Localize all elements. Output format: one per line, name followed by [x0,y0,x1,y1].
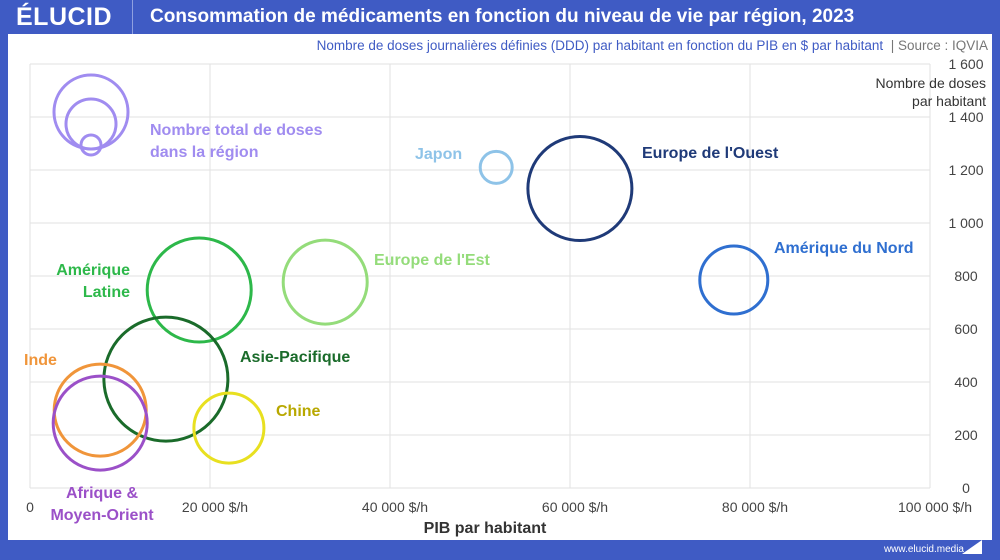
y-tick-label: 200 [954,427,978,443]
y-tick-label: 800 [954,268,978,284]
bubble-label: Europe de l'Est [374,252,491,269]
source-text: | Source : IQVIA [890,38,988,53]
bubble-label: Europe de l'Ouest [642,145,779,162]
bubble-afrique-moyen-orient [51,374,149,472]
bubble-label: Amérique du Nord [774,240,914,257]
legend-bubble-icon [64,97,118,151]
bubble-label: Afrique & [66,485,138,502]
y-tick-label: 1 600 [948,56,983,72]
x-axis-label: PIB par habitant [424,520,547,537]
bubble-label: Chine [276,403,321,420]
y-tick-label: 0 [962,480,970,496]
chart-panel [8,34,992,540]
y-tick-label: 400 [954,374,978,390]
bubble-am-rique-du-nord [698,244,770,316]
bubble-label: Inde [24,352,57,369]
header: ÉLUCID Consommation de médicaments en fo… [0,0,1000,34]
elucid-logo: ÉLUCID [16,3,113,31]
legend-bubble-icon [79,133,103,157]
subtitle-text: Nombre de doses journalières définies (D… [316,38,884,53]
x-tick-label: 100 000 $/h [898,499,972,515]
chart-title: Consommation de médicaments en fonction … [150,6,855,27]
y-tick-label: 1 000 [948,215,983,231]
x-tick-label: 40 000 $/h [362,499,428,515]
bubble-label: Latine [83,284,130,301]
bubble-label: Moyen-Orient [50,507,154,524]
y-tick-label: 600 [954,321,978,337]
bubble-europe-de-l-ouest [526,135,634,243]
y-tick-label: 1 400 [948,109,983,125]
bubble-label: Japon [415,146,462,163]
legend-label: dans la région [150,144,258,161]
bubble-label: Asie-Pacifique [240,349,350,366]
footer-url: www.elucid.media [883,544,964,555]
bubble-europe-de-l-est [281,238,369,326]
y-axis-label: Nombre de doses [875,75,986,91]
bubble-inde [52,362,148,458]
bubble-am-rique-latine [145,236,253,344]
y-axis-label: par habitant [912,93,986,109]
x-tick-label: 80 000 $/h [722,499,788,515]
bubble-asie-pacifique [102,315,230,443]
y-tick-label: 1 200 [948,162,983,178]
bubble-chine [192,391,266,465]
x-tick-label: 0 [26,499,34,515]
x-tick-label: 20 000 $/h [182,499,248,515]
header-divider [132,0,133,34]
x-tick-label: 60 000 $/h [542,499,608,515]
bubble-label: Amérique [56,262,130,279]
elucid-mark-icon [962,540,982,554]
bubble-japon [478,149,514,185]
chart-subtitle: Nombre de doses journalières définies (D… [317,38,988,53]
legend-bubble-icon [52,73,130,151]
legend-label: Nombre total de doses [150,122,323,139]
